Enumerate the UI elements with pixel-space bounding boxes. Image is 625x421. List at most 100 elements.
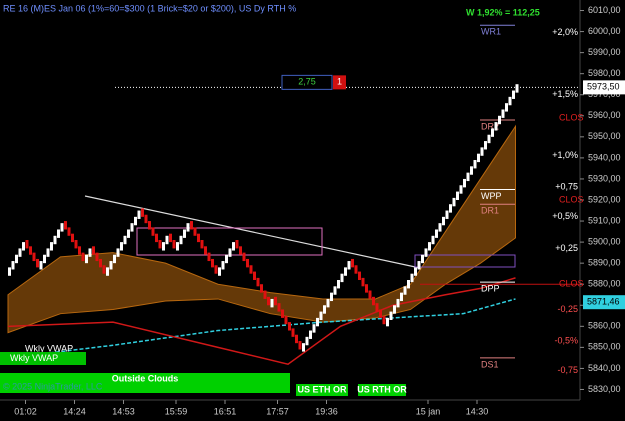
brick <box>232 242 235 251</box>
y-tick-label: 5940,00 <box>588 152 621 162</box>
brick <box>74 240 78 249</box>
x-tick-label: 19:36 <box>315 406 338 416</box>
brick <box>312 324 316 333</box>
brick <box>396 298 400 308</box>
brick <box>190 221 193 230</box>
brick <box>512 90 515 99</box>
brick <box>473 160 477 169</box>
brick <box>120 242 123 251</box>
brick <box>326 298 330 308</box>
brick <box>452 197 456 207</box>
brick <box>60 223 64 232</box>
percent-label: +2,0% <box>552 27 578 37</box>
brick <box>106 267 109 276</box>
brick <box>305 336 309 346</box>
brick <box>46 248 50 257</box>
brick <box>449 204 452 213</box>
brick <box>134 216 137 226</box>
brick <box>263 290 267 299</box>
percent-label: +0,25 <box>555 243 578 253</box>
y-tick-label: 5880,00 <box>588 279 621 289</box>
brick <box>137 210 141 219</box>
brick <box>270 298 274 308</box>
percent-label: +1,0% <box>552 150 578 160</box>
y-tick-label: 5840,00 <box>588 363 621 373</box>
brick <box>361 277 365 287</box>
x-tick-label: 01:02 <box>14 406 37 416</box>
brick <box>337 280 340 289</box>
brick <box>501 109 505 118</box>
brick <box>288 322 291 331</box>
percent-label: -0,25 <box>557 304 578 314</box>
brick <box>116 248 120 257</box>
brick <box>228 248 232 257</box>
brick <box>256 277 260 287</box>
brick <box>400 292 403 302</box>
brick <box>179 235 183 245</box>
close-label: CLOS <box>559 279 584 289</box>
brick <box>253 271 256 280</box>
button-label[interactable]: US RTH OR <box>357 384 407 394</box>
button-label[interactable]: US ETH OR <box>297 384 347 394</box>
brick <box>298 341 302 350</box>
y-tick-label: 5850,00 <box>588 342 621 352</box>
brick <box>15 254 18 264</box>
brick <box>410 273 414 283</box>
brick <box>36 258 39 268</box>
button[interactable] <box>296 384 348 396</box>
x-tick-label: 15:59 <box>165 406 188 416</box>
button-label[interactable]: Wkly VWAP <box>10 353 58 363</box>
brick <box>365 284 368 293</box>
brick <box>456 191 459 200</box>
brick <box>207 252 211 262</box>
brick <box>249 265 253 274</box>
brick <box>235 240 239 249</box>
brick <box>382 315 386 325</box>
brick <box>43 254 46 264</box>
brick <box>71 233 74 243</box>
brick <box>358 271 361 280</box>
level-label: DS1 <box>481 359 499 369</box>
brick <box>379 309 382 318</box>
y-tick-label: 5930,00 <box>588 173 621 183</box>
brick <box>67 227 71 236</box>
brick <box>267 296 270 306</box>
brick <box>85 254 88 264</box>
brick <box>477 153 480 163</box>
order-qty: 2,75 <box>298 77 316 87</box>
brick <box>151 227 155 236</box>
brick <box>246 258 249 268</box>
copyright: © 2025 NinjaTrader, LLC <box>3 381 103 391</box>
level-label: WPP <box>481 191 502 201</box>
brick <box>277 303 281 312</box>
brick <box>302 343 305 352</box>
brick <box>78 246 81 255</box>
brick <box>186 223 190 232</box>
order-box <box>281 74 333 90</box>
brick <box>407 280 410 289</box>
brick <box>344 267 347 276</box>
button[interactable] <box>0 373 290 393</box>
indicator-line <box>7 298 516 359</box>
brick <box>428 242 431 251</box>
brick <box>102 265 106 274</box>
button[interactable] <box>0 352 86 365</box>
brick <box>414 267 417 276</box>
brick <box>183 229 186 238</box>
cloud <box>7 124 516 334</box>
button[interactable] <box>358 384 406 396</box>
brick <box>459 185 463 194</box>
brick <box>291 328 295 337</box>
brick <box>438 223 442 232</box>
brick <box>330 292 333 302</box>
brick <box>218 267 221 276</box>
brick <box>172 240 176 249</box>
brick <box>260 284 263 293</box>
brick <box>323 305 326 314</box>
button-label[interactable]: Outside Clouds <box>112 373 179 383</box>
percent-label: +1,5% <box>552 89 578 99</box>
brick <box>11 261 15 270</box>
brick <box>491 128 494 137</box>
brick <box>403 286 407 295</box>
